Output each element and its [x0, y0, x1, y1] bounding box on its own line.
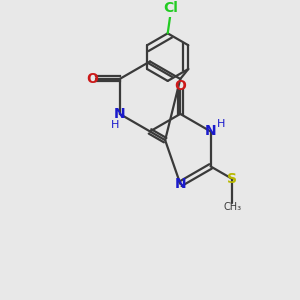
- Text: O: O: [174, 79, 186, 93]
- Text: S: S: [227, 172, 237, 186]
- Text: O: O: [86, 72, 98, 86]
- Text: CH₃: CH₃: [223, 202, 242, 212]
- Text: Cl: Cl: [163, 1, 178, 15]
- Text: N: N: [205, 124, 216, 138]
- Text: N: N: [175, 177, 186, 191]
- Text: N: N: [114, 107, 125, 121]
- Text: H: H: [217, 119, 225, 129]
- Text: H: H: [111, 120, 120, 130]
